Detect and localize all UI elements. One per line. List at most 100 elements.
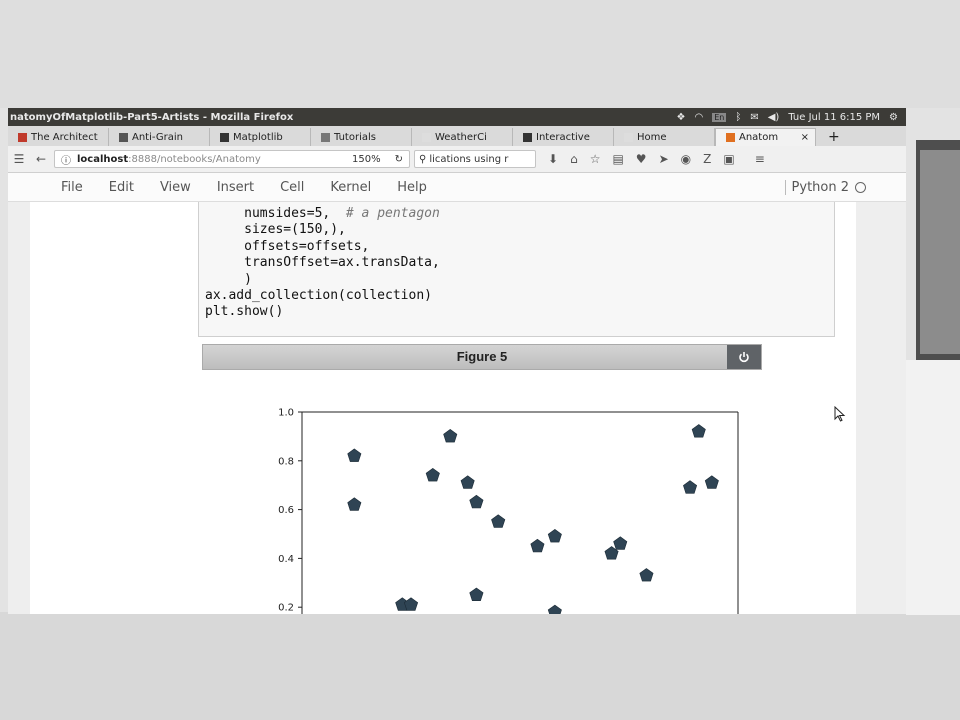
bookmark-star-icon[interactable]: ☆ bbox=[589, 152, 601, 166]
tab-favicon-icon bbox=[18, 132, 27, 142]
reload-icon[interactable]: ↻ bbox=[394, 153, 403, 165]
notebook-page: numsides=5, # a pentagon sizes=(150,), o… bbox=[30, 202, 856, 614]
url-text: localhost:8888/notebooks/Anatomy bbox=[77, 153, 261, 165]
scatter-point bbox=[491, 514, 506, 528]
tab-favicon-icon bbox=[119, 132, 128, 142]
y-tick-label: 0.6 bbox=[278, 505, 294, 516]
tab-favicon-icon bbox=[726, 133, 735, 142]
tab-label: Anatom bbox=[739, 132, 779, 143]
desktop-screen: natomyOfMatplotlib-Part5-Artists - Mozil… bbox=[8, 108, 906, 614]
tab-label: Tutorials bbox=[334, 131, 376, 143]
tab-close-icon[interactable]: × bbox=[800, 132, 809, 143]
code-line: transOffset=ax.transData, bbox=[205, 255, 440, 271]
mail-icon[interactable]: ✉ bbox=[750, 111, 759, 123]
new-tab-icon[interactable]: + bbox=[828, 129, 840, 145]
figure-close-button[interactable] bbox=[727, 345, 761, 369]
scatter-point bbox=[691, 424, 706, 438]
zoom-level[interactable]: 150% bbox=[352, 153, 381, 165]
code-line: numsides=5, bbox=[205, 206, 346, 221]
menu-item[interactable]: Cell bbox=[280, 179, 305, 195]
tab-label: The Architect bbox=[31, 131, 98, 143]
code-line: ) bbox=[205, 271, 252, 287]
tab-label: Interactive bbox=[536, 131, 590, 143]
tab-label: Home bbox=[637, 131, 667, 143]
figure-title: Figure 5 bbox=[456, 349, 508, 364]
extension-icon[interactable]: ◉ bbox=[680, 152, 692, 166]
projection-background-bottom bbox=[0, 612, 960, 720]
menu-items: File Edit View Insert Cell Kernel Help bbox=[48, 180, 440, 195]
home-icon[interactable]: ⌂ bbox=[570, 152, 578, 166]
scatter-point bbox=[547, 529, 562, 543]
browser-tab[interactable]: WeatherCi bbox=[412, 128, 513, 146]
browser-tab[interactable]: Home bbox=[614, 128, 715, 146]
tab-favicon-icon bbox=[422, 132, 431, 142]
scatter-point bbox=[347, 497, 362, 511]
scatter-point bbox=[469, 494, 484, 509]
scatter-point bbox=[443, 429, 458, 443]
search-bar[interactable]: ⚲ lications using r bbox=[414, 150, 536, 168]
volume-icon[interactable]: ◀) bbox=[767, 111, 780, 123]
tab-favicon-icon bbox=[321, 132, 330, 142]
scatter-point bbox=[704, 475, 719, 489]
menu-item[interactable]: Help bbox=[397, 179, 427, 195]
url-bar[interactable]: ⓘ localhost:8888/notebooks/Anatomy 150% … bbox=[54, 150, 410, 168]
menu-item[interactable]: Edit bbox=[108, 179, 134, 195]
dropbox-icon[interactable]: ❖ bbox=[676, 111, 686, 123]
hamburger-menu-icon[interactable]: ≡ bbox=[754, 152, 765, 166]
info-icon[interactable]: ⓘ bbox=[61, 155, 71, 167]
scatter-point bbox=[403, 597, 419, 611]
tab-label: WeatherCi bbox=[435, 131, 487, 143]
secondary-panel-edge bbox=[906, 360, 960, 615]
download-icon[interactable]: ⬇ bbox=[548, 152, 559, 166]
search-icon: ⚲ bbox=[419, 153, 427, 165]
search-text: lications using r bbox=[429, 153, 509, 165]
keyboard-layout-indicator[interactable]: En bbox=[712, 112, 727, 122]
toolbar-icons: ⬇ ⌂ ☆ ▤ ♥ ➤ ◉ Z ▣ ≡ bbox=[548, 152, 765, 166]
clock[interactable]: Tue Jul 11 6:15 PM bbox=[788, 111, 881, 123]
zotero-icon[interactable]: Z bbox=[703, 152, 712, 166]
sidebar-icon[interactable]: ☰ bbox=[13, 152, 25, 166]
send-icon[interactable]: ➤ bbox=[658, 152, 669, 166]
browser-tab[interactable]: Tutorials bbox=[311, 128, 412, 146]
code-cell[interactable]: numsides=5, # a pentagon sizes=(150,), o… bbox=[198, 202, 835, 337]
tab-favicon-icon bbox=[523, 132, 532, 142]
code-line: offsets=offsets, bbox=[205, 238, 370, 254]
mouse-cursor-icon bbox=[834, 406, 846, 422]
browser-tab[interactable]: The Architect bbox=[8, 128, 109, 146]
kernel-status-icon bbox=[855, 181, 866, 193]
menu-item[interactable]: Kernel bbox=[330, 179, 372, 195]
bluetooth-icon[interactable]: ᛒ bbox=[735, 111, 742, 123]
scatter-point bbox=[425, 468, 440, 482]
menu-item[interactable]: Insert bbox=[216, 179, 255, 195]
figure-header: Figure 5 bbox=[202, 344, 762, 370]
wifi-icon[interactable]: ◠ bbox=[694, 111, 704, 123]
scatter-point bbox=[604, 546, 619, 560]
scatter-point bbox=[613, 536, 628, 550]
code-line: sizes=(150,), bbox=[205, 222, 346, 238]
jupyter-menubar: File Edit View Insert Cell Kernel Help Python … bbox=[8, 173, 906, 202]
secondary-window-edge bbox=[916, 140, 960, 360]
browser-tab[interactable]: Anti-Grain bbox=[109, 128, 210, 146]
scatter-point bbox=[547, 604, 562, 614]
scatter-plot: 1.0 0.8 0.6 0.4 0.2 bbox=[278, 408, 739, 614]
library-icon[interactable]: ▤ bbox=[612, 152, 624, 166]
kernel-indicator: Python 2 bbox=[784, 179, 866, 195]
tab-favicon-icon bbox=[220, 132, 229, 142]
code-editor[interactable]: numsides=5, # a pentagon sizes=(150,), o… bbox=[199, 206, 834, 321]
browser-tab[interactable]: Matplotlib bbox=[210, 128, 311, 146]
code-line: plt.show() bbox=[205, 304, 284, 320]
browser-tab[interactable]: Interactive bbox=[513, 128, 614, 146]
scatter-point bbox=[460, 475, 475, 489]
notebook-area: numsides=5, # a pentagon sizes=(150,), o… bbox=[8, 202, 906, 614]
screenshot-icon[interactable]: ▣ bbox=[723, 152, 735, 166]
menu-item[interactable]: File bbox=[61, 179, 83, 195]
tab-label: Matplotlib bbox=[233, 131, 283, 143]
y-tick-label: 0.8 bbox=[278, 456, 294, 467]
browser-tab[interactable]: Anatom × bbox=[715, 128, 816, 146]
tab-label: Anti-Grain bbox=[132, 131, 183, 143]
menu-item[interactable]: View bbox=[159, 179, 191, 195]
scatter-point bbox=[530, 538, 545, 553]
settings-gear-icon[interactable]: ⚙ bbox=[889, 111, 898, 123]
pocket-icon[interactable]: ♥ bbox=[635, 152, 647, 166]
back-arrow-icon[interactable]: ← bbox=[35, 152, 47, 166]
